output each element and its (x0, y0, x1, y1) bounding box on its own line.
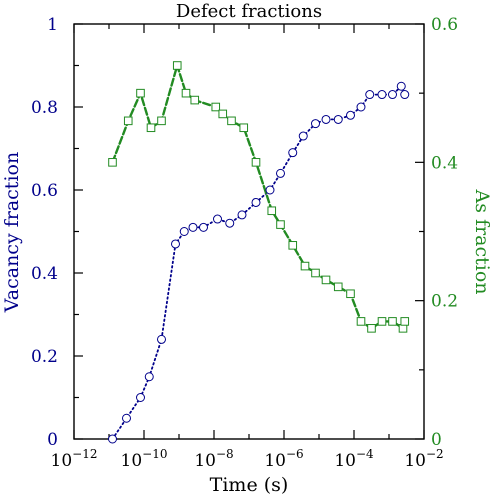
as-data-point (276, 220, 285, 229)
right-y-tick-label: 0.2 (431, 292, 458, 312)
left-y-tick-label: 0.8 (31, 98, 58, 118)
vacancy-data-point (122, 413, 131, 423)
as-data-point (172, 61, 182, 70)
as-data-point (218, 109, 228, 119)
as-data-point (146, 123, 156, 133)
vacancy-data-point (144, 372, 154, 382)
vacancy-data-point (136, 393, 145, 402)
as-data-point (356, 317, 366, 326)
as-data-point (211, 102, 221, 112)
x-tick-label: 10−12 (51, 447, 98, 471)
right-axis-title: As fraction (471, 189, 490, 295)
vacancy-data-point (365, 90, 375, 100)
vacancy-data-point (298, 131, 308, 141)
tick-labels: 10−12 10−10 10−8 10−6 10−4 10−200.20.40.60.81… (31, 15, 458, 471)
as-data-point (311, 268, 320, 278)
as-data-point (388, 317, 397, 326)
vacancy-data-point (225, 218, 235, 228)
vacancy-data-point (188, 222, 198, 232)
vacancy-data-point (199, 222, 208, 232)
as-data-point (136, 88, 145, 98)
vacancy-data-point (321, 114, 331, 124)
vacancy-data-point (251, 197, 261, 207)
left-y-tick-label: 0.2 (31, 347, 58, 367)
as-data-point (190, 95, 200, 105)
as-data-point (321, 275, 331, 285)
as-data-point (300, 261, 310, 271)
vacancy-data-point (333, 114, 343, 124)
tick-marks (73, 23, 425, 440)
as-data-point (108, 158, 117, 167)
as-data-point (157, 116, 166, 126)
x-tick-label: 10−6 (264, 447, 303, 471)
vacancy-data-point (265, 185, 275, 195)
vacancy-data-point (311, 119, 320, 129)
left-y-tick-label: 0.6 (31, 181, 58, 201)
vacancy-data-point (157, 334, 166, 344)
x-tick-label: 10−8 (194, 447, 233, 471)
left-y-tick-label: 1 (47, 15, 58, 35)
series-markers (108, 61, 410, 444)
as-data-point (367, 324, 376, 333)
vacancy-data-point (171, 239, 180, 249)
x-axis-title: Time (s) (210, 474, 289, 496)
x-tick-label: 10−4 (334, 447, 374, 471)
as-data-point (346, 289, 355, 299)
as-data-point (267, 206, 277, 216)
as-data-point (400, 317, 410, 326)
vacancy-data-point (388, 90, 397, 100)
as-data-point (181, 88, 191, 98)
right-y-tick-label: 0 (431, 430, 442, 450)
vacancy-data-point (400, 90, 410, 100)
as-data-point (123, 116, 133, 126)
right-y-tick-label: 0.6 (431, 15, 458, 35)
vacancy-data-point (108, 434, 117, 444)
vacancy-data-point (396, 81, 406, 91)
plot-frame (73, 23, 425, 440)
as-data-point (333, 282, 343, 292)
series-lines (111, 61, 406, 440)
x-tick-label: 10−2 (404, 447, 443, 471)
vacancy-data-point (213, 214, 222, 224)
vacancy-data-point (356, 102, 366, 112)
vacancy-data-point (237, 210, 247, 220)
left-axis-title: Vacancy fraction (1, 152, 23, 313)
vacancy-data-point (276, 168, 285, 178)
vacancy-series-line (111, 84, 406, 440)
as-data-point (377, 317, 387, 326)
left-y-tick-label: 0.4 (31, 264, 58, 284)
as-data-point (239, 123, 249, 133)
as-data-point (288, 241, 298, 250)
right-y-tick-label: 0.4 (431, 153, 458, 173)
as-data-point (227, 116, 236, 126)
vacancy-data-point (377, 90, 387, 100)
x-tick-label: 10−10 (121, 447, 168, 471)
vacancy-data-point (346, 110, 355, 120)
vacancy-data-point (179, 227, 189, 236)
left-y-tick-label: 0 (47, 430, 58, 450)
chart-title: Defect fractions (176, 1, 322, 22)
as-data-point (251, 158, 261, 167)
vacancy-data-point (288, 148, 298, 158)
